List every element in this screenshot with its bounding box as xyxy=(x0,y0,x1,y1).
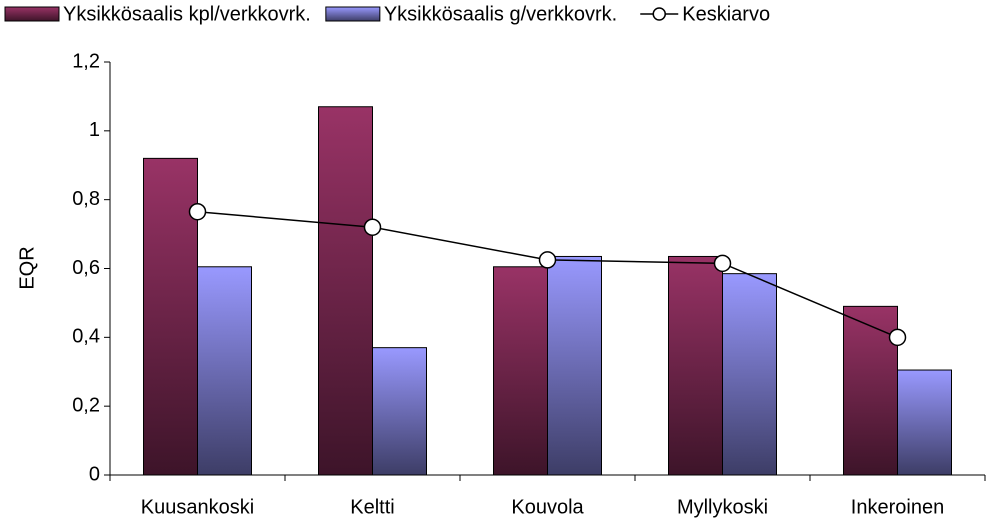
y-tick-label: 0,4 xyxy=(72,326,100,348)
y-tick-label: 0,2 xyxy=(72,394,100,416)
bar xyxy=(897,369,952,476)
line-marker xyxy=(363,218,382,236)
legend-swatch xyxy=(652,7,666,21)
y-axis-label: EQR xyxy=(16,246,38,289)
line-marker xyxy=(888,328,907,347)
x-tick-label: Keltti xyxy=(350,496,394,518)
line-marker xyxy=(713,254,732,273)
x-tick-label: Inkeroinen xyxy=(851,496,944,518)
bar xyxy=(547,255,602,476)
legend-swatch xyxy=(325,6,381,22)
bar xyxy=(493,266,548,476)
bar xyxy=(318,106,373,476)
legend-label: Yksikkösaalis g/verkkovrk. xyxy=(384,3,617,25)
y-tick-label: 0,6 xyxy=(72,257,100,279)
bar xyxy=(668,255,723,476)
line-marker xyxy=(188,202,207,221)
x-tick-label: Myllykoski xyxy=(677,496,768,518)
y-tick-label: 0,8 xyxy=(72,188,100,210)
legend-swatch xyxy=(4,6,60,22)
bar xyxy=(722,273,777,476)
bar xyxy=(143,157,198,476)
x-tick-label: Kuusankoski xyxy=(141,496,254,518)
bar xyxy=(843,305,898,476)
y-tick-label: 0 xyxy=(89,463,100,485)
y-tick-label: 1,2 xyxy=(72,50,100,72)
x-tick-label: Kouvola xyxy=(511,496,584,518)
line-marker xyxy=(538,251,557,269)
legend-label: Yksikkösaalis kpl/verkkovrk. xyxy=(63,3,311,25)
bar xyxy=(372,347,427,476)
bar xyxy=(197,266,252,476)
legend-label: Keskiarvo xyxy=(682,3,770,25)
y-tick-label: 1 xyxy=(89,119,100,141)
